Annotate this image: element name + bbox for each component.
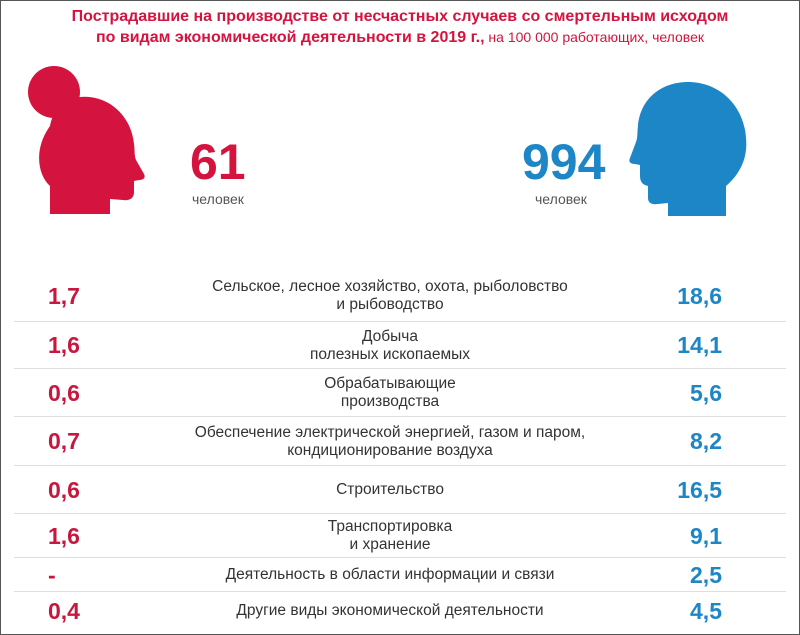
- men-value: 14,1: [677, 332, 722, 358]
- men-value: 2,5: [690, 561, 722, 588]
- men-value: 5,6: [690, 379, 722, 406]
- women-total-value: 61: [190, 134, 246, 190]
- men-value: 16,5: [677, 476, 722, 503]
- infographic-title: Пострадавшие на производстве от несчастн…: [0, 6, 800, 48]
- activity-label: Добыча полезных ископаемых: [309, 327, 471, 363]
- women-value: 0,7: [48, 428, 80, 454]
- table-row: 0,6 Строительство 16,5: [0, 466, 800, 514]
- women-value: 1,7: [48, 282, 80, 309]
- women-value: 1,6: [48, 522, 80, 549]
- table-row: 1,6 Добыча полезных ископаемых 14,1: [0, 322, 800, 369]
- row-divider: [14, 368, 786, 369]
- women-total-caption: человек: [192, 191, 244, 207]
- men-value: 4,5: [690, 597, 722, 624]
- activity-label: Обрабатывающие производства: [324, 375, 456, 410]
- men-value: 18,6: [677, 282, 722, 309]
- title-line-1: Пострадавшие на производстве от несчастн…: [71, 8, 729, 25]
- men-value: 9,1: [690, 522, 722, 549]
- row-divider: [14, 591, 786, 592]
- table-row: - Деятельность в области информации и св…: [0, 558, 800, 592]
- table-row: 1,7 Сельское, лесное хозяйство, охота, р…: [0, 270, 800, 322]
- activity-label: Обеспечение электрической энергией, газо…: [194, 423, 586, 459]
- row-divider: [14, 513, 786, 514]
- activity-label: Транспортировка и хранение: [327, 518, 453, 553]
- table-row: 0,4 Другие виды экономической деятельнос…: [0, 592, 800, 630]
- women-value: 0,6: [48, 476, 80, 503]
- title-line-2: по видам экономической деятельности в 20…: [95, 29, 485, 46]
- activity-label: Сельское, лесное хозяйство, охота, рыбол…: [212, 278, 568, 313]
- women-value: 1,6: [48, 332, 80, 358]
- women-value: 0,6: [48, 379, 80, 406]
- table-row: 1,6 Транспортировка и хранение 9,1: [0, 514, 800, 558]
- activity-label: Строительство: [336, 481, 444, 498]
- activity-label: Деятельность в области информации и связ…: [225, 566, 555, 583]
- row-divider: [14, 465, 786, 466]
- activity-label: Другие виды экономической деятельности: [236, 602, 544, 619]
- women-value: 0,4: [48, 597, 80, 624]
- man-head-icon: [628, 66, 753, 216]
- row-divider: [14, 557, 786, 558]
- row-divider: [14, 416, 786, 417]
- row-divider: [14, 321, 786, 322]
- men-total-value: 994: [522, 134, 606, 190]
- men-value: 8,2: [690, 428, 722, 454]
- woman-head-icon: [10, 62, 145, 214]
- title-units: на 100 000 работающих, человек: [484, 29, 704, 45]
- women-value: -: [48, 561, 56, 588]
- men-total-caption: человек: [535, 191, 587, 207]
- table-row: 0,7 Обеспечение электрической энергией, …: [0, 417, 800, 466]
- table-row: 0,6 Обрабатывающие производства 5,6: [0, 369, 800, 417]
